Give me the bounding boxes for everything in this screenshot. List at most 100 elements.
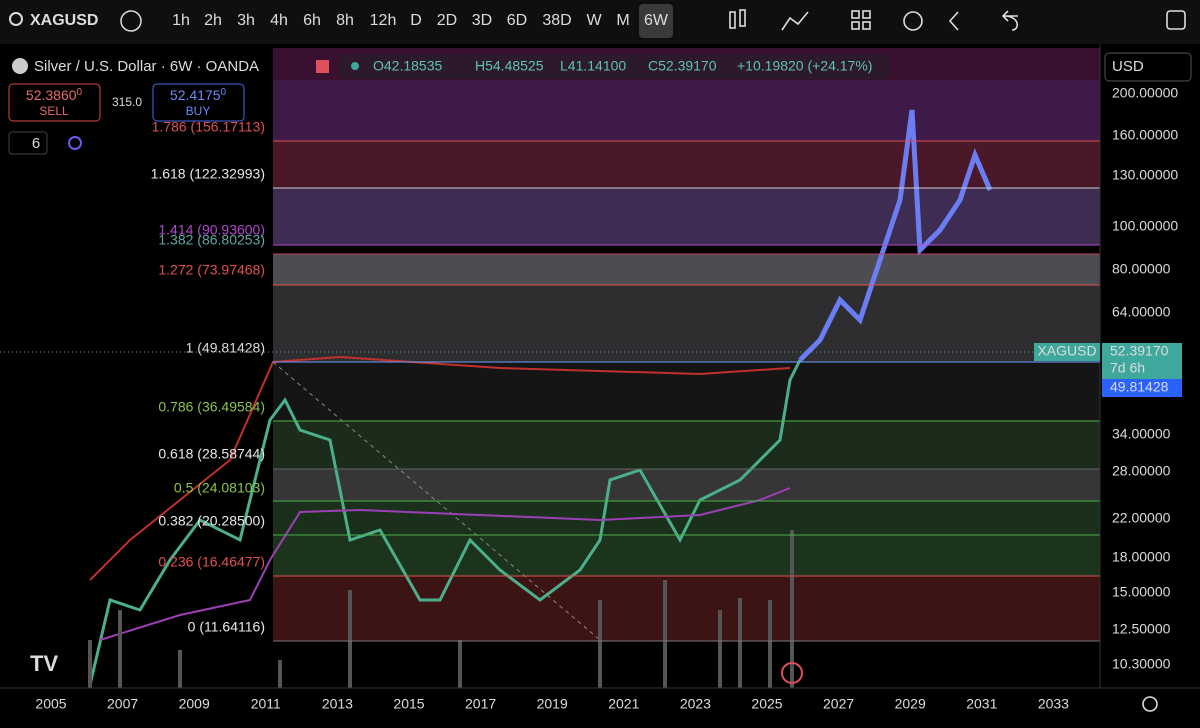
fib-label: 1.414 (90.93600) <box>158 222 265 238</box>
price-label: 34.00000 <box>1112 426 1171 442</box>
time-axis <box>0 688 1200 728</box>
fib-label: 0.618 (28.58744) <box>158 446 265 462</box>
time-label: 2019 <box>537 696 568 712</box>
price-label: 18.00000 <box>1112 549 1171 565</box>
interval[interactable]: 12h <box>370 12 397 29</box>
time-label: 2033 <box>1038 696 1069 712</box>
interval[interactable]: D <box>410 12 422 29</box>
ohlc-value: +10.19820 (+24.17%) <box>737 58 872 74</box>
symbol-tag <box>1034 343 1100 361</box>
interval[interactable]: 6W <box>644 12 669 29</box>
sync-icon[interactable] <box>68 136 82 150</box>
add-symbol[interactable] <box>120 10 142 32</box>
buy-label: BUY <box>186 104 211 118</box>
fib-price: 49.81428 <box>1110 379 1169 395</box>
interval[interactable]: 6D <box>507 12 527 29</box>
currency-select[interactable] <box>1104 52 1192 82</box>
interval[interactable]: 38D <box>542 12 571 29</box>
active-interval-bg <box>639 4 673 38</box>
panel-icon[interactable] <box>1166 10 1186 30</box>
time-label: 2009 <box>179 696 210 712</box>
fib-label: 1 (49.81428) <box>186 340 265 356</box>
undo-icon[interactable] <box>1001 10 1019 31</box>
price-label: 130.00000 <box>1112 167 1178 183</box>
fib-label: 0 (11.64116) <box>188 619 265 635</box>
buy-price: 52.41750 <box>170 87 227 103</box>
interval[interactable]: 8h <box>336 12 354 29</box>
layout-icon[interactable] <box>851 10 860 19</box>
interval[interactable]: 2D <box>437 12 457 29</box>
time-label: 2015 <box>393 696 424 712</box>
replay-icon[interactable] <box>948 11 959 31</box>
sell-label: SELL <box>39 104 69 118</box>
indicators-count: 6 <box>32 135 40 152</box>
time-label: 2025 <box>751 696 782 712</box>
sell-button[interactable] <box>8 83 101 122</box>
volume <box>88 530 794 688</box>
symbol-tag-text: XAGUSD <box>1037 343 1096 359</box>
search-icon[interactable] <box>9 12 23 26</box>
fib-label: 0.786 (36.49584) <box>158 399 265 415</box>
fib-label: 0.382 (20.28500) <box>158 513 265 529</box>
candles-icon-2 <box>739 9 746 27</box>
interval[interactable]: 3h <box>237 12 255 29</box>
interval[interactable]: 4h <box>270 12 288 29</box>
price-label: 28.00000 <box>1112 463 1171 479</box>
interval[interactable]: M <box>616 12 629 29</box>
price-label: 64.00000 <box>1112 304 1171 320</box>
interval[interactable]: 1h <box>172 12 190 29</box>
settings-icon[interactable] <box>1142 696 1158 712</box>
fib-label: 0.5 (24.08103) <box>174 480 265 496</box>
spread: 315.0 <box>112 95 142 109</box>
legend-title[interactable]: Silver / U.S. Dollar · 6W · OANDA <box>34 58 259 75</box>
sell-price: 52.38600 <box>26 87 83 103</box>
time-label: 2007 <box>107 696 138 712</box>
fib-label: 0.236 (16.46477) <box>158 554 265 570</box>
price-label: 12.50000 <box>1112 621 1171 637</box>
symbol-logo <box>12 58 28 74</box>
price-history <box>88 359 802 686</box>
status-dot <box>351 62 359 70</box>
last-price: 52.39170 <box>1110 343 1169 359</box>
interval[interactable]: W <box>586 12 602 29</box>
fib-label: 1.382 (86.80253) <box>158 232 265 248</box>
ohlc-value: C52.39170 <box>648 58 717 74</box>
fib-label: 1.618 (122.32993) <box>151 166 265 182</box>
price-label: 10.30000 <box>1112 656 1171 672</box>
symbol[interactable]: XAGUSD <box>30 12 98 29</box>
indicators-icon[interactable] <box>781 11 809 31</box>
price-projection <box>798 109 993 362</box>
ohlc-value: O42.18535 <box>373 58 442 74</box>
lower-band <box>99 487 791 641</box>
time-label: 2031 <box>966 696 997 712</box>
toolbar <box>0 0 1200 44</box>
currency[interactable]: USD <box>1112 58 1144 75</box>
time-label: 2017 <box>465 696 496 712</box>
interval[interactable]: 3D <box>472 12 492 29</box>
buy-button[interactable] <box>152 83 245 122</box>
fib-label: 1.786 (156.17113) <box>152 119 265 135</box>
time-label: 2029 <box>895 696 926 712</box>
price-label: 15.00000 <box>1112 584 1171 600</box>
flag[interactable] <box>316 60 329 73</box>
interval[interactable]: 6h <box>303 12 321 29</box>
alert-icon[interactable] <box>903 11 923 31</box>
price-label: 200.00000 <box>1112 85 1178 101</box>
price-label: 80.00000 <box>1112 261 1171 277</box>
time-label: 2005 <box>35 696 66 712</box>
candles-icon[interactable] <box>729 11 736 29</box>
interval[interactable]: 2h <box>204 12 222 29</box>
time-label: 2027 <box>823 696 854 712</box>
events-icon[interactable] <box>781 662 803 684</box>
price-label: 22.00000 <box>1112 510 1171 526</box>
price-label: 160.00000 <box>1112 127 1178 143</box>
ohlc-value: H54.48525 <box>475 58 544 74</box>
indicators-toggle[interactable] <box>8 131 48 155</box>
fib-label: 1.272 (73.97468) <box>158 262 265 278</box>
fib-tag <box>1102 379 1182 397</box>
price-label: 100.00000 <box>1112 218 1178 234</box>
tv-logo: TV <box>30 651 58 676</box>
last-price-tag <box>1102 343 1182 379</box>
